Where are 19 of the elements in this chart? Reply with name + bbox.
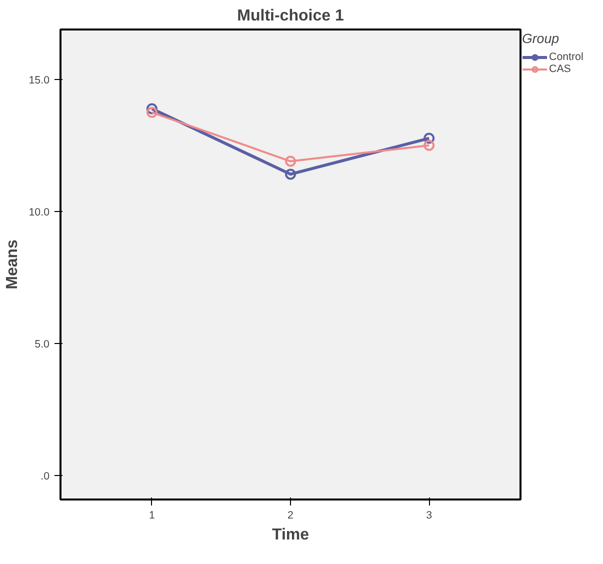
chart-title: Multi-choice 1 bbox=[237, 8, 344, 24]
y-axis-title: Means bbox=[4, 240, 21, 290]
x-axis-title: Time bbox=[272, 526, 310, 544]
legend-label: CAS bbox=[549, 63, 571, 75]
x-tick-label: 1 bbox=[148, 510, 155, 522]
y-tick-label: 10.0 bbox=[28, 206, 50, 219]
y-tick-label: .0 bbox=[40, 470, 50, 483]
point bbox=[424, 140, 435, 151]
point bbox=[285, 156, 296, 167]
point bbox=[146, 103, 158, 114]
legend-label: Control bbox=[549, 51, 584, 63]
y-tick-label: 15.0 bbox=[28, 74, 50, 87]
legend-title: Group bbox=[522, 31, 560, 46]
point bbox=[146, 106, 158, 118]
x-tick-label: 2 bbox=[288, 510, 294, 522]
point bbox=[285, 168, 296, 180]
x-tick-label: 3 bbox=[426, 510, 432, 522]
y-tick-label: 5.0 bbox=[34, 338, 50, 351]
point bbox=[424, 132, 435, 144]
